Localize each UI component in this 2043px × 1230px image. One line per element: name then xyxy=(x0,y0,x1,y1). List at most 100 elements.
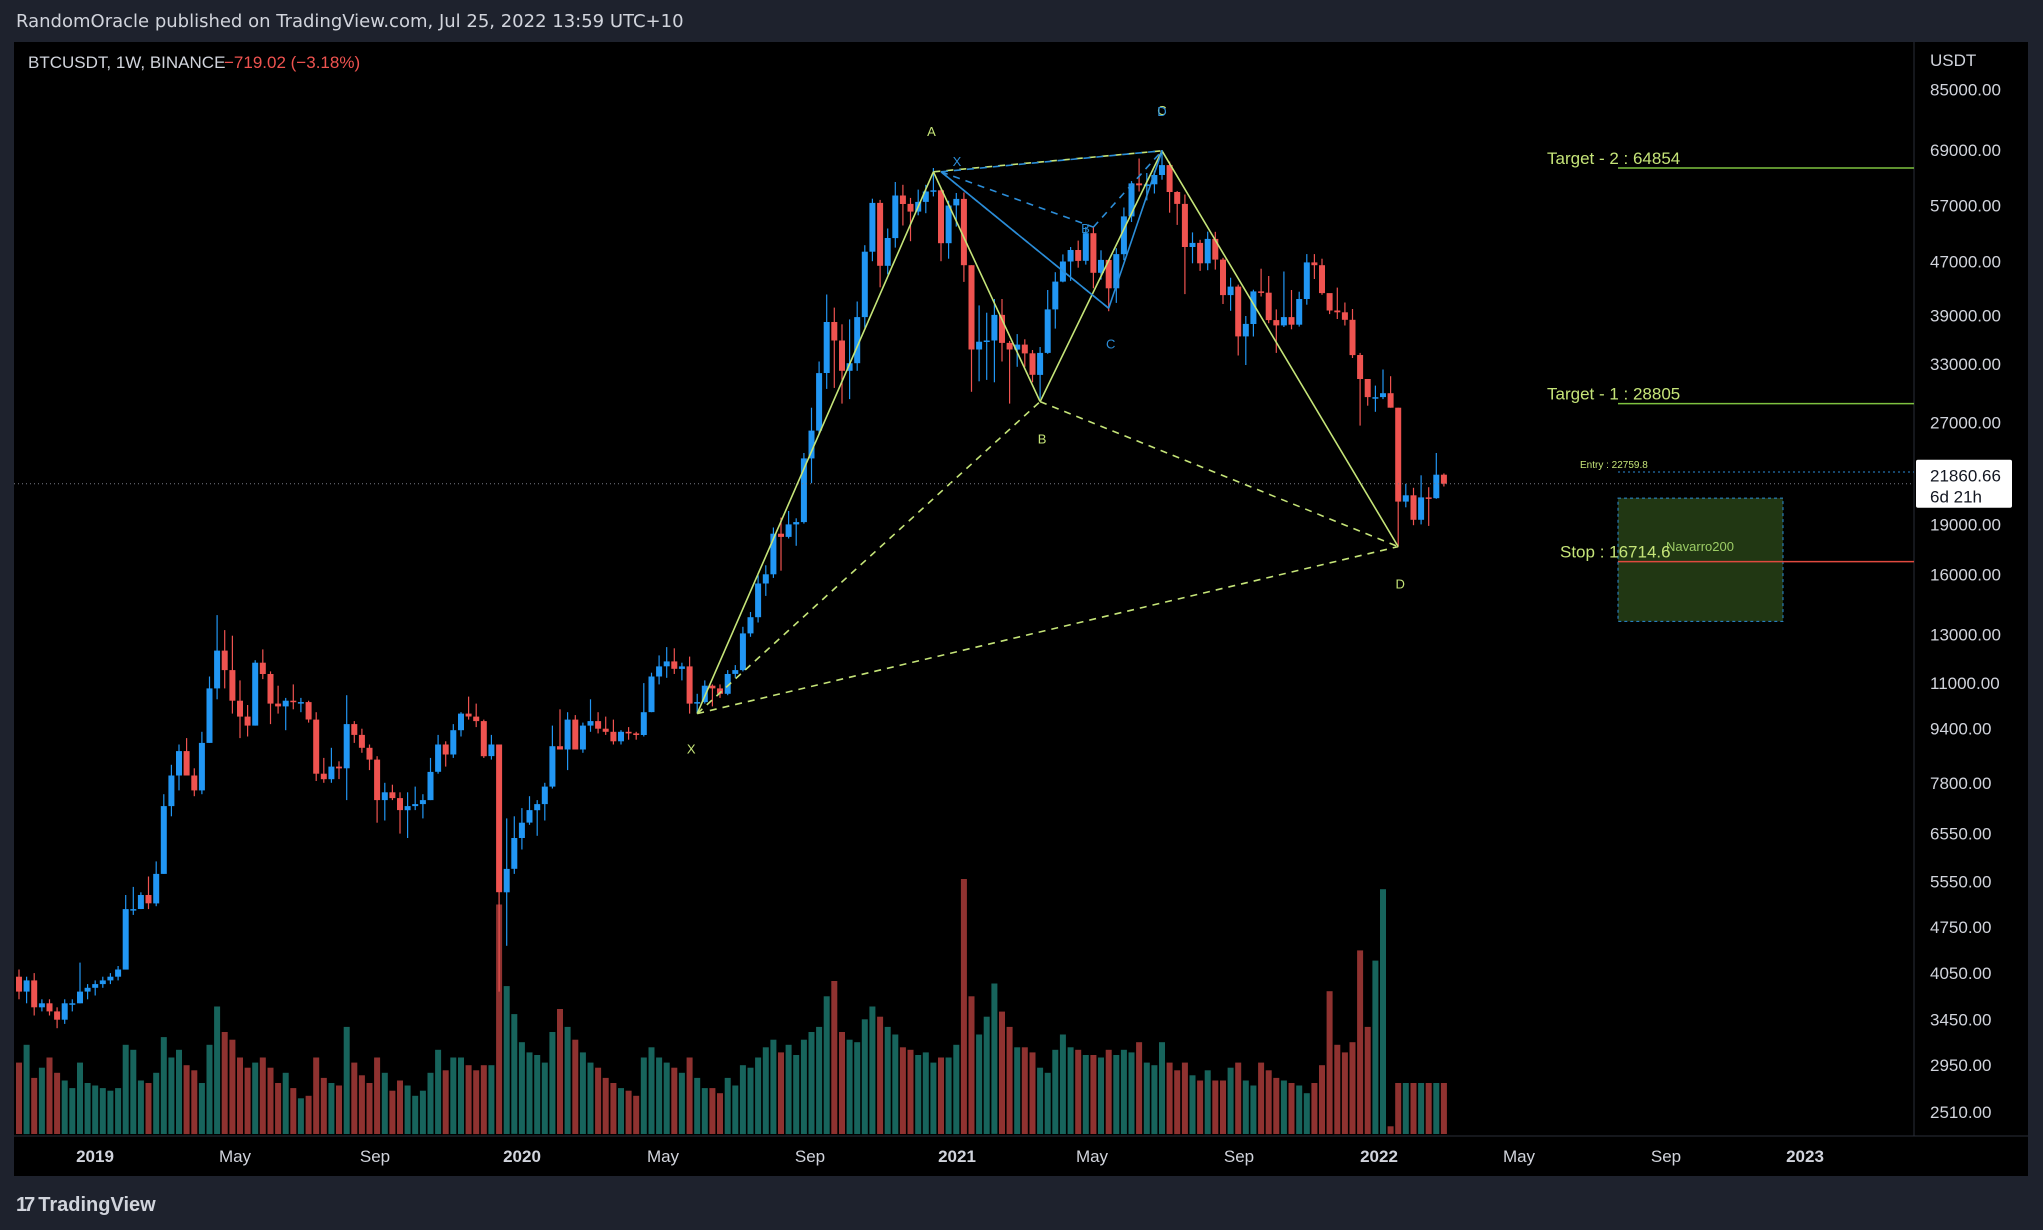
symbol-change: −719.02 (−3.18%) xyxy=(224,53,360,72)
candle-body xyxy=(755,583,762,618)
tradingview-footer: 17 TradingView xyxy=(0,1176,2043,1230)
volume-bar xyxy=(1265,1070,1272,1135)
volume-bar xyxy=(945,1057,952,1134)
volume-bar xyxy=(168,1057,175,1134)
candle-body xyxy=(938,190,944,244)
candle-body xyxy=(1250,291,1257,324)
volume-bar xyxy=(1174,1070,1181,1135)
pattern-label-a: A xyxy=(927,124,936,139)
candle-body xyxy=(732,670,739,674)
candle-body xyxy=(1288,317,1295,325)
candle-body xyxy=(633,733,640,735)
volume-bar xyxy=(351,1062,358,1134)
volume-bar xyxy=(297,1098,304,1134)
candle-body xyxy=(930,190,937,192)
volume-bar xyxy=(938,1057,944,1134)
volume-bar xyxy=(145,1083,152,1134)
candle-body xyxy=(846,363,853,371)
volume-bar xyxy=(458,1057,464,1134)
candle-body xyxy=(214,650,221,689)
volume-bar xyxy=(1052,1049,1059,1134)
time-tick-label: May xyxy=(1503,1147,1536,1166)
candle-body xyxy=(1189,242,1196,247)
volume-bar xyxy=(313,1057,320,1134)
volume-bar xyxy=(541,1062,548,1134)
volume-bars xyxy=(16,879,1447,1135)
time-tick-label: May xyxy=(647,1147,680,1166)
blue-label-c: C xyxy=(1106,336,1115,351)
volume-bar xyxy=(557,1009,563,1134)
candle-body xyxy=(778,533,784,537)
candle-body xyxy=(1311,262,1318,266)
tradingview-logo[interactable]: 17 TradingView xyxy=(16,1194,156,1217)
volume-bar xyxy=(473,1070,480,1135)
blue-label-b: B xyxy=(1081,221,1090,236)
volume-bar xyxy=(38,1067,45,1134)
candle-body xyxy=(671,661,678,669)
candle-body xyxy=(663,661,670,667)
volume-bar xyxy=(1250,1085,1257,1134)
candle-body xyxy=(1303,262,1310,299)
candle-body xyxy=(153,873,160,904)
candle-body xyxy=(343,724,350,769)
candle-body xyxy=(579,725,586,750)
candle-body xyxy=(130,909,137,911)
volume-bar xyxy=(511,1014,518,1134)
candle-body xyxy=(38,1003,45,1008)
volume-bar xyxy=(1189,1075,1196,1134)
volume-bar xyxy=(1387,1126,1394,1134)
candle-body xyxy=(800,458,807,523)
time-tick-label: May xyxy=(1076,1147,1109,1166)
volume-bar xyxy=(427,1072,434,1134)
volume-bar xyxy=(991,983,998,1134)
time-tick-label: Sep xyxy=(1224,1147,1254,1166)
target-1-label: Target - 1 : 28805 xyxy=(1547,385,1680,404)
candle-body xyxy=(61,1003,68,1020)
candle-body xyxy=(1212,238,1219,260)
volume-bar xyxy=(1303,1093,1310,1134)
volume-bar xyxy=(1280,1080,1287,1134)
candle-body xyxy=(412,804,419,807)
blue-leg-cd xyxy=(1107,150,1163,309)
candle-body xyxy=(1021,344,1028,354)
volume-bar xyxy=(526,1052,533,1134)
volume-bar xyxy=(1075,1049,1082,1134)
volume-bar xyxy=(534,1055,541,1134)
volume-bar xyxy=(1159,1042,1165,1134)
candle-body xyxy=(1159,165,1165,175)
tradingview-logo-icon: 17 xyxy=(16,1194,35,1216)
candle-body xyxy=(541,786,548,805)
blue-ratio-bd xyxy=(1092,150,1163,228)
candle-body xyxy=(884,238,891,266)
candle-body xyxy=(1395,407,1402,502)
volume-bar xyxy=(831,981,838,1134)
volume-bar xyxy=(160,1037,167,1134)
volume-bar xyxy=(1349,1042,1356,1134)
volume-bar xyxy=(115,1088,122,1134)
candle-body xyxy=(1052,281,1059,310)
volume-bar xyxy=(1341,1052,1348,1134)
volume-bar xyxy=(198,1083,205,1134)
volume-bar xyxy=(488,1065,495,1135)
time-tick-label: May xyxy=(219,1147,252,1166)
candle-body xyxy=(1440,474,1447,484)
candle-body xyxy=(1410,495,1417,520)
candle-body xyxy=(198,742,205,791)
candle-body xyxy=(770,533,777,575)
volume-bar xyxy=(656,1057,663,1134)
candle-body xyxy=(69,1003,76,1005)
candle-body xyxy=(107,976,114,981)
volume-bar xyxy=(839,1032,845,1134)
volume-bar xyxy=(930,1062,937,1134)
candle-body xyxy=(328,766,335,780)
volume-bar xyxy=(595,1067,602,1134)
volume-bar xyxy=(564,1026,571,1134)
volume-bar xyxy=(54,1072,61,1134)
volume-bar xyxy=(1082,1055,1089,1134)
candle-body xyxy=(473,716,480,722)
candle-body xyxy=(892,195,899,239)
candle-body xyxy=(945,205,952,244)
candle-body xyxy=(1098,259,1104,273)
candle-body xyxy=(465,713,472,717)
